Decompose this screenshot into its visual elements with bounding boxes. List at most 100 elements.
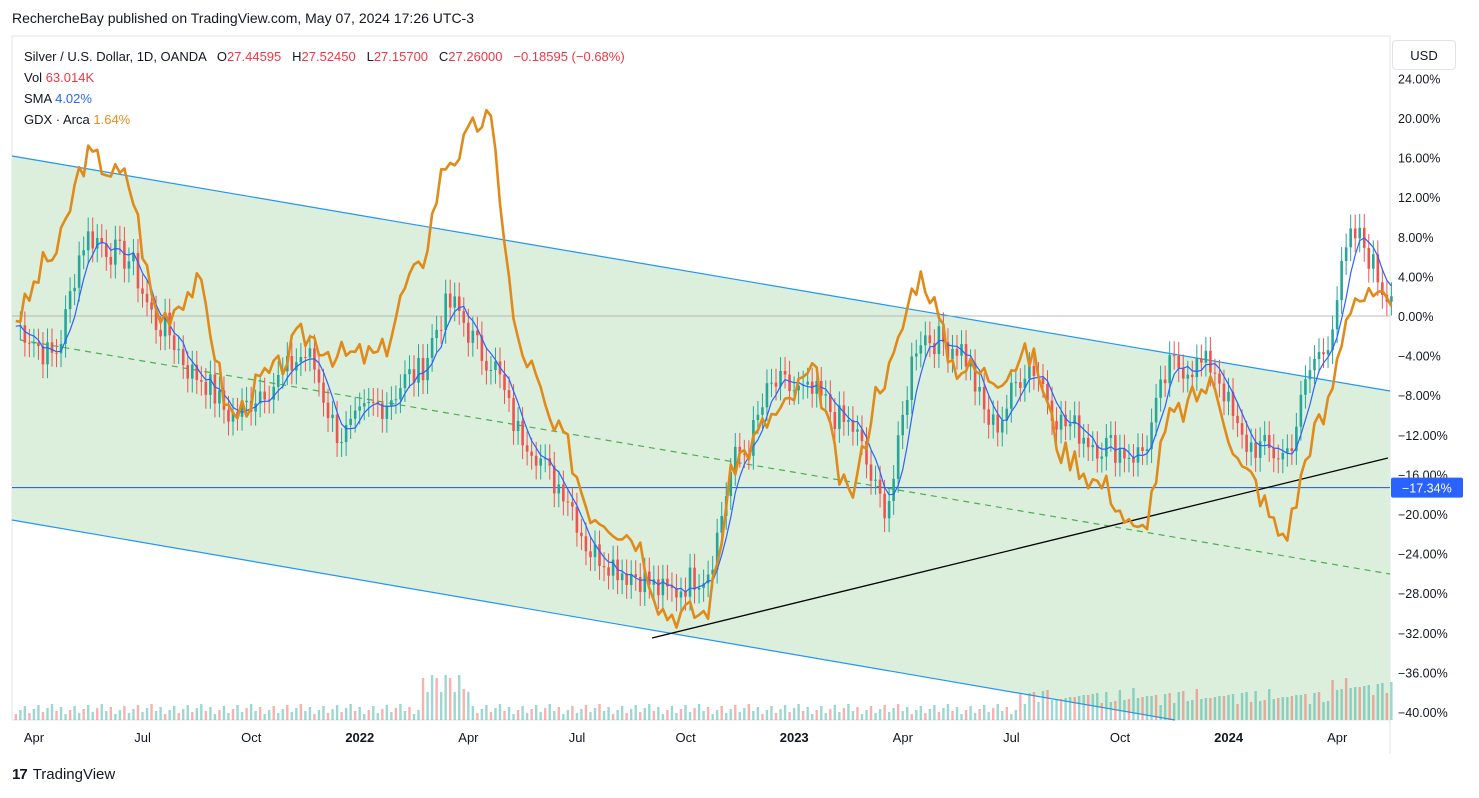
candle-body	[1376, 254, 1380, 283]
volume-bar	[1019, 694, 1022, 720]
volume-bar	[562, 714, 565, 720]
volume-bar	[118, 710, 122, 720]
vol-legend-line[interactable]: Vol 63.014K	[24, 67, 625, 88]
volume-bar	[1367, 685, 1370, 720]
tradingview-logo-icon: 17	[12, 766, 28, 783]
volume-bar	[806, 707, 809, 720]
volume-bar	[797, 704, 800, 720]
candle-body	[476, 330, 479, 336]
volume-bar	[168, 710, 171, 720]
volume-bar	[1209, 698, 1212, 720]
volume-bar	[489, 712, 493, 720]
volume-bar	[240, 712, 244, 720]
candle-body	[127, 261, 131, 269]
volume-bar	[1141, 697, 1144, 720]
high-label: H	[292, 49, 302, 64]
candle-body	[661, 578, 665, 596]
candle-body	[376, 401, 380, 404]
footer-branding[interactable]: 17 TradingView	[12, 766, 115, 783]
candle-body	[190, 364, 194, 379]
candle-body	[1055, 421, 1058, 430]
volume-bar	[557, 707, 560, 720]
candle-body	[358, 406, 361, 411]
candle-body	[1127, 457, 1131, 459]
candle-body	[580, 532, 583, 537]
candle-body	[1317, 352, 1321, 359]
candle-body	[1019, 382, 1022, 388]
candle-body	[648, 571, 651, 585]
volume-bar	[1118, 690, 1122, 720]
candle-body	[86, 231, 90, 251]
volume-bar	[430, 675, 434, 720]
candle-body	[684, 591, 687, 597]
candle-body	[344, 425, 348, 443]
candle-body	[1191, 374, 1194, 378]
volume-bar	[421, 678, 425, 720]
candle-body	[851, 420, 855, 432]
candle-body	[1041, 377, 1045, 384]
gdx-legend-line[interactable]: GDX · Arca 1.64%	[24, 109, 625, 130]
candle-body	[1141, 447, 1144, 452]
candle-body	[657, 579, 660, 596]
candle-body	[1159, 379, 1162, 398]
x-tick-label: Apr	[893, 730, 914, 745]
volume-bar	[390, 712, 393, 720]
candle-body	[996, 414, 1000, 433]
candle-body	[634, 574, 638, 577]
candle-body	[1195, 358, 1199, 378]
volume-bar	[571, 706, 574, 720]
symbol-name[interactable]: Silver / U.S. Dollar, 1D, OANDA	[24, 49, 207, 64]
candle-body	[435, 329, 438, 339]
volume-bar	[1195, 689, 1199, 720]
volume-bar	[503, 711, 506, 720]
volume-bar	[715, 710, 719, 720]
change-value: −0.18595 (−0.68%)	[513, 49, 625, 64]
volume-bar	[1272, 699, 1275, 720]
channel-upper-line	[11, 155, 1391, 392]
volume-bar	[114, 714, 117, 720]
currency-button[interactable]: USD	[1392, 40, 1456, 70]
candle-body	[304, 357, 307, 359]
volume-bar	[1087, 695, 1090, 720]
volume-bar	[1186, 701, 1189, 720]
volume-bar	[1064, 698, 1067, 720]
volume-bar	[679, 709, 683, 720]
volume-bar	[779, 709, 782, 720]
volume-bar	[616, 710, 619, 720]
candle-body	[177, 349, 180, 351]
volume-bar	[1263, 700, 1266, 720]
volume-bar	[801, 711, 805, 720]
volume-bar	[933, 705, 936, 720]
volume-bar	[1299, 695, 1303, 720]
volume-bar	[381, 709, 384, 720]
candle-body	[675, 587, 678, 598]
candle-body	[534, 455, 538, 466]
volume-bar	[725, 713, 728, 720]
candle-body	[1245, 434, 1248, 452]
volume-bar	[37, 705, 40, 720]
ohlc-legend-line: Silver / U.S. Dollar, 1D, OANDA O27.4459…	[24, 46, 625, 67]
volume-bar	[322, 706, 325, 720]
candle-body	[1114, 435, 1117, 463]
volume-bar	[1109, 702, 1113, 720]
volume-bar	[1240, 693, 1244, 720]
candle-body	[652, 579, 656, 585]
candle-body	[181, 349, 185, 366]
candle-body	[1381, 282, 1384, 295]
candle-body	[1322, 352, 1325, 355]
candle-body	[272, 386, 276, 400]
volume-bar	[209, 707, 212, 720]
volume-bar	[467, 692, 470, 720]
candle-body	[860, 429, 864, 442]
volume-bar	[666, 710, 669, 720]
candle-body	[806, 381, 809, 385]
volume-bar	[186, 705, 189, 720]
candle-body	[562, 484, 565, 502]
volume-bar	[1308, 704, 1312, 720]
y-tick-label: −36.00%	[1398, 666, 1448, 680]
volume-bar	[1372, 695, 1375, 720]
volume-bar	[286, 705, 289, 720]
sma-legend-line[interactable]: SMA 4.02%	[24, 88, 625, 109]
candle-body	[394, 399, 398, 401]
